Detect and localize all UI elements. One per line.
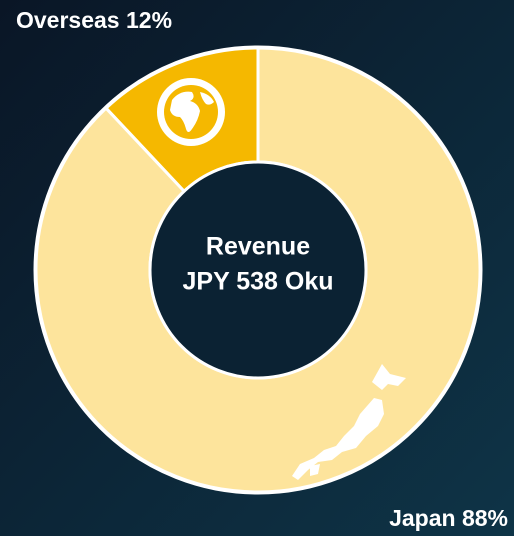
- outer-ring: [33, 45, 483, 495]
- japan-icon: [292, 364, 406, 480]
- slice-label: Overseas 12%: [16, 7, 172, 33]
- center-title: Revenue: [206, 233, 310, 261]
- slice-label: Japan 88%: [389, 505, 508, 531]
- donut-hole: [148, 160, 368, 380]
- globe-icon: [157, 78, 225, 146]
- center-value: JPY 538 Oku: [182, 268, 333, 296]
